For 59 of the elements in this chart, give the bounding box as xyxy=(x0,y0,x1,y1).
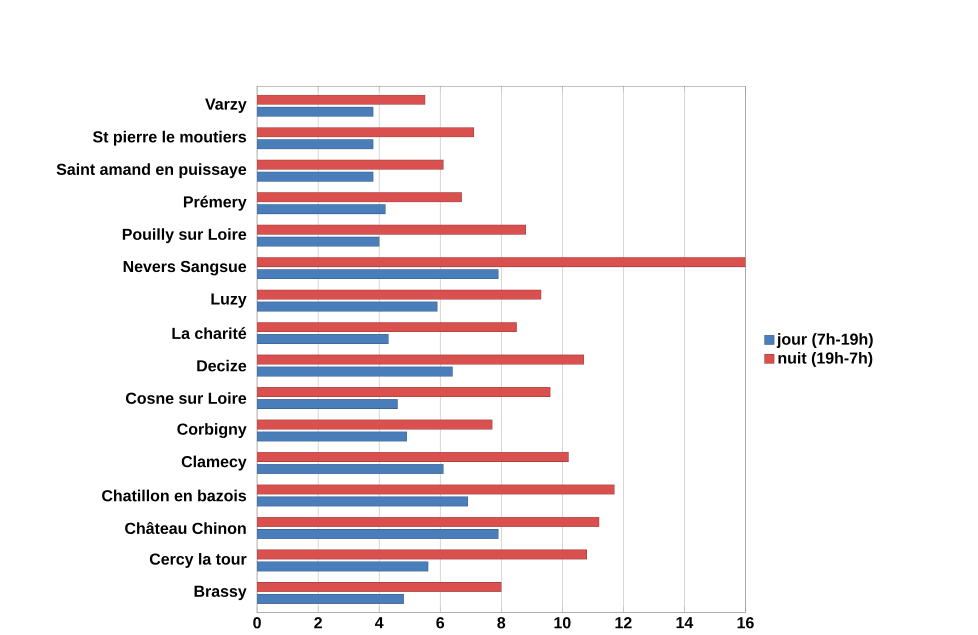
x-tick-label: 6 xyxy=(436,617,444,628)
bar xyxy=(257,322,517,332)
bar xyxy=(257,127,474,138)
bar xyxy=(257,496,468,506)
bar xyxy=(257,582,502,592)
y-tick-label: Pouilly sur Loire xyxy=(122,228,246,244)
y-tick-label: Chatillon en bazois xyxy=(102,490,246,502)
y-tick-label: Nevers Sangsue xyxy=(124,260,246,276)
x-tick-label: 10 xyxy=(554,617,571,628)
x-tick-label: 16 xyxy=(738,617,754,628)
bar xyxy=(257,172,374,182)
bar xyxy=(257,399,398,409)
bar xyxy=(257,139,374,150)
y-tick-label: Château Chinon xyxy=(125,522,246,534)
bar xyxy=(257,366,453,376)
y-tick-label: Corbigny xyxy=(177,423,247,438)
bar xyxy=(257,432,407,442)
bar xyxy=(257,204,386,214)
bar xyxy=(257,550,587,560)
bar xyxy=(257,302,438,312)
y-tick-label: Luzy xyxy=(211,293,247,308)
bar xyxy=(257,290,542,300)
bar xyxy=(257,354,584,364)
bar xyxy=(257,420,492,430)
bar xyxy=(257,236,380,247)
bar xyxy=(257,517,600,527)
y-tick-label: Varzy xyxy=(205,98,247,113)
legend-label: nuit (19h-7h) xyxy=(778,352,872,367)
bar xyxy=(257,561,428,572)
y-tick-label: Clamecy xyxy=(182,456,247,470)
bar xyxy=(257,484,614,494)
x-tick-label: 2 xyxy=(314,617,322,628)
bar xyxy=(257,464,444,474)
y-tick-label: Cercy la tour xyxy=(150,552,246,568)
y-tick-label: Saint amand en puissaye xyxy=(56,163,246,178)
x-tick-label: 14 xyxy=(676,617,694,628)
x-tick-label: 8 xyxy=(497,617,506,628)
x-tick-label: 0 xyxy=(253,617,261,628)
y-tick-label: Cosne sur Loire xyxy=(126,392,246,404)
y-tick-label: St pierre le moutiers xyxy=(92,130,246,146)
bar xyxy=(257,334,389,344)
x-tick-label: 4 xyxy=(374,617,384,628)
bar xyxy=(257,160,444,170)
x-tick-label: 12 xyxy=(615,617,632,628)
bar xyxy=(257,594,404,604)
bar xyxy=(257,452,569,462)
bar xyxy=(257,387,550,397)
y-tick-label: Prémery xyxy=(184,196,247,211)
y-tick-label: Brassy xyxy=(194,586,247,600)
bar xyxy=(257,94,426,105)
bar xyxy=(257,192,462,202)
bar xyxy=(257,528,498,539)
y-tick-label: La charité xyxy=(172,327,246,339)
y-tick-label: Decize xyxy=(197,360,246,372)
bar xyxy=(257,224,526,235)
bar xyxy=(257,269,498,279)
bar xyxy=(257,257,746,268)
bar xyxy=(257,106,374,117)
legend-label: jour (7h-19h) xyxy=(776,333,873,348)
